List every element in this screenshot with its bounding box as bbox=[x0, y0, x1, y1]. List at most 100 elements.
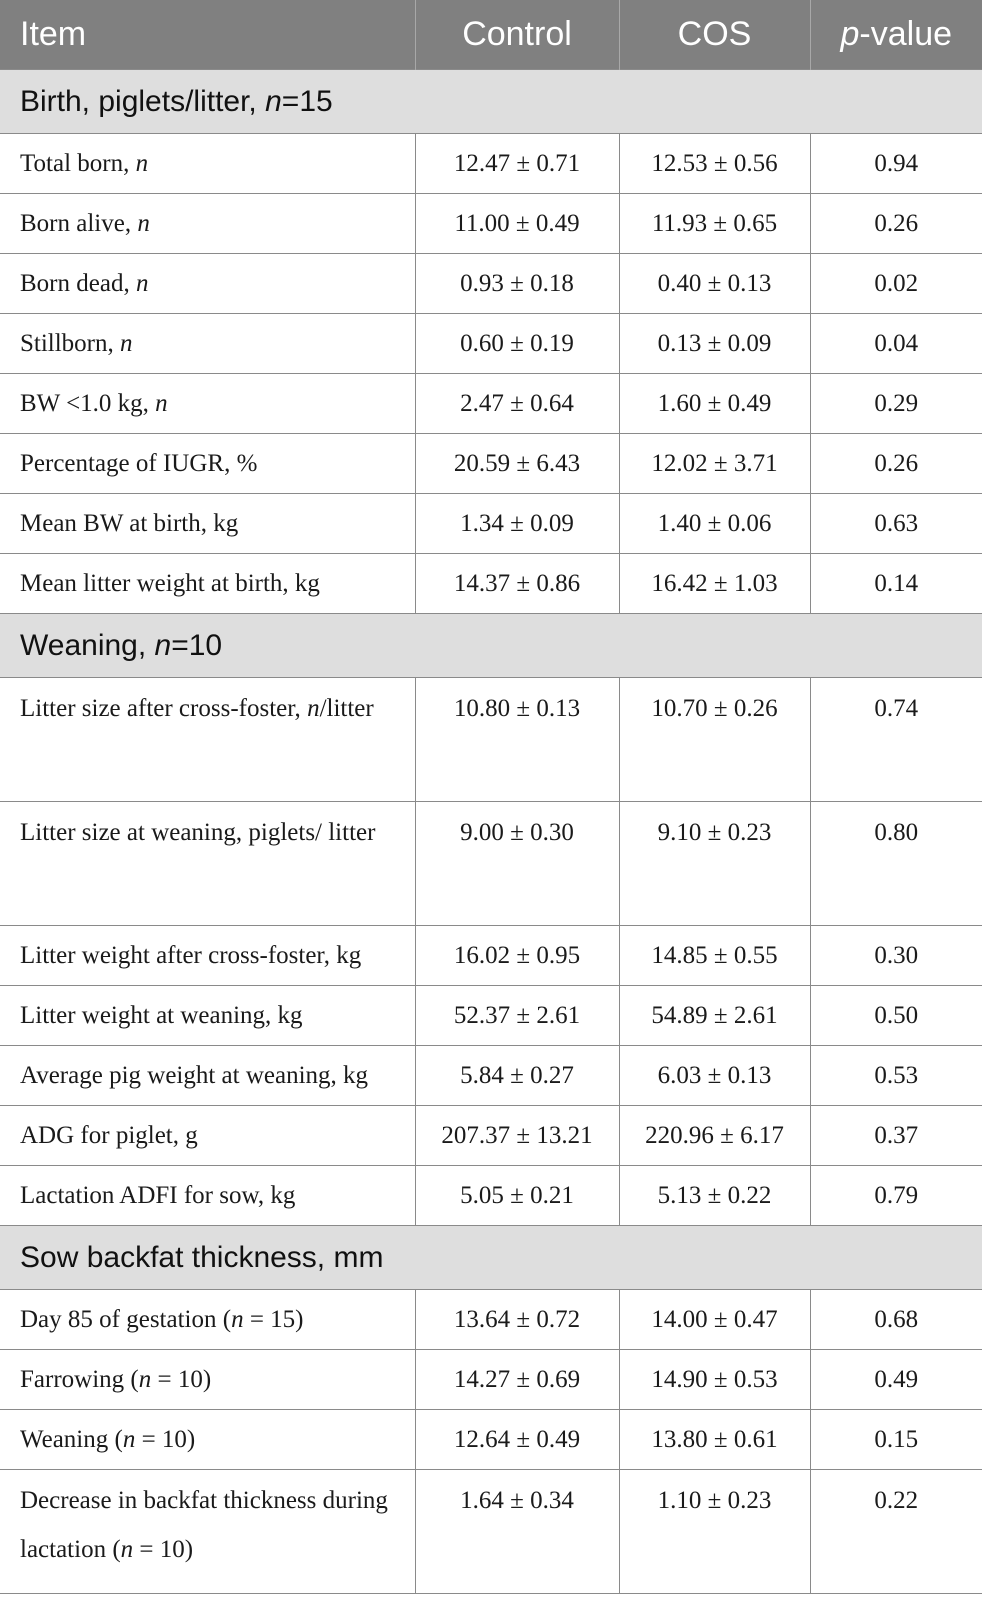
cos-value: 9.10 ± 0.23 bbox=[618, 801, 811, 926]
cos-value: 0.40 ± 0.13 bbox=[618, 253, 811, 314]
row-label-part: Farrowing ( bbox=[20, 1365, 139, 1393]
row-label: Mean BW at birth, kg bbox=[0, 493, 416, 554]
cos-value: 1.10 ± 0.23 bbox=[618, 1469, 811, 1594]
section-row: Sow backfat thickness, mm bbox=[0, 1225, 982, 1290]
cos-value: 12.02 ± 3.71 bbox=[618, 433, 811, 494]
control-value: 207.37 ± 13.21 bbox=[414, 1105, 620, 1166]
header-p-value: p-value bbox=[810, 0, 982, 70]
cos-value: 16.42 ± 1.03 bbox=[618, 553, 811, 614]
row-label: Mean litter weight at birth, kg bbox=[0, 553, 416, 614]
p-value: 0.26 bbox=[809, 433, 982, 494]
p-value: 0.26 bbox=[809, 193, 982, 254]
cos-value: 0.13 ± 0.09 bbox=[618, 313, 811, 374]
control-value: 14.37 ± 0.86 bbox=[414, 553, 620, 614]
row-label-part: n bbox=[231, 1305, 244, 1333]
table-body: Birth, piglets/litter, n=15 Total born, n… bbox=[0, 69, 982, 1594]
table-row: Farrowing (n = 10) 14.27 ± 0.69 14.90 ± 0.… bbox=[0, 1349, 982, 1410]
cos-value: 11.93 ± 0.65 bbox=[618, 193, 811, 254]
p-value: 0.30 bbox=[809, 925, 982, 986]
p-value: 0.02 bbox=[809, 253, 982, 314]
cos-value: 220.96 ± 6.17 bbox=[618, 1105, 811, 1166]
row-label-part: Litter size at weaning, piglets/ litter bbox=[20, 819, 376, 846]
row-label-part: Total born, bbox=[20, 149, 136, 177]
control-value: 14.27 ± 0.69 bbox=[414, 1349, 620, 1410]
row-label-part: n bbox=[120, 1536, 134, 1563]
table-row: Litter size after cross-foster, n/litter… bbox=[0, 677, 982, 802]
table-row: Lactation ADFI for sow, kg 5.05 ± 0.21 5.1… bbox=[0, 1165, 982, 1226]
control-value: 9.00 ± 0.30 bbox=[414, 801, 620, 926]
header-p-italic: p bbox=[840, 15, 860, 53]
row-label-part: n bbox=[120, 329, 133, 357]
header-row: Item Control COS p-value bbox=[0, 0, 982, 70]
cos-value: 12.53 ± 0.56 bbox=[618, 133, 811, 194]
control-value: 13.64 ± 0.72 bbox=[414, 1289, 620, 1350]
row-label-part: n bbox=[307, 695, 320, 722]
row-label-part: Average pig weight at weaning, kg bbox=[20, 1061, 369, 1089]
control-value: 10.80 ± 0.13 bbox=[414, 677, 620, 802]
cos-value: 5.13 ± 0.22 bbox=[618, 1165, 811, 1226]
row-label: Total born, n bbox=[0, 133, 416, 194]
control-value: 0.60 ± 0.19 bbox=[414, 313, 620, 374]
section-title-part: =15 bbox=[281, 84, 333, 118]
cos-value: 14.00 ± 0.47 bbox=[618, 1289, 811, 1350]
control-value: 12.47 ± 0.71 bbox=[414, 133, 620, 194]
row-label-part: /litter bbox=[319, 695, 374, 722]
table-row: Percentage of IUGR, % 20.59 ± 6.43 12.02 ±… bbox=[0, 433, 982, 494]
row-label: Litter size at weaning, piglets/ litter bbox=[0, 801, 416, 926]
control-value: 2.47 ± 0.64 bbox=[414, 373, 620, 434]
p-value: 0.37 bbox=[809, 1105, 982, 1166]
row-label-part: Lactation ADFI for sow, kg bbox=[20, 1181, 296, 1209]
cos-value: 13.80 ± 0.61 bbox=[618, 1409, 811, 1470]
p-value: 0.74 bbox=[809, 677, 982, 802]
table-row: Litter size at weaning, piglets/ litter 9… bbox=[0, 801, 982, 926]
cos-value: 54.89 ± 2.61 bbox=[618, 985, 811, 1046]
table-row: Born alive, n 11.00 ± 0.49 11.93 ± 0.65 0.2… bbox=[0, 193, 982, 254]
cos-value: 14.90 ± 0.53 bbox=[618, 1349, 811, 1410]
header-item: Item bbox=[0, 0, 416, 70]
p-value: 0.29 bbox=[809, 373, 982, 434]
row-label: BW <1.0 kg, n bbox=[0, 373, 416, 434]
cos-value: 6.03 ± 0.13 bbox=[618, 1045, 811, 1106]
cos-value: 10.70 ± 0.26 bbox=[618, 677, 811, 802]
header-control: Control bbox=[415, 0, 620, 70]
table-row: ADG for piglet, g 207.37 ± 13.21 220.96 ± … bbox=[0, 1105, 982, 1166]
header-p-suffix: -value bbox=[859, 15, 953, 53]
table-row: Stillborn, n 0.60 ± 0.19 0.13 ± 0.09 0.04 bbox=[0, 313, 982, 374]
row-label-part: n bbox=[138, 1365, 152, 1393]
control-value: 12.64 ± 0.49 bbox=[414, 1409, 620, 1470]
data-table: Item Control COS p-value Birth, piglets/… bbox=[0, 0, 982, 1594]
section-title-part: Weaning, bbox=[20, 628, 155, 662]
section-title-part: Birth, piglets/litter, bbox=[20, 84, 266, 118]
section-title-part: Sow backfat thickness, mm bbox=[20, 1240, 384, 1274]
row-label: Average pig weight at weaning, kg bbox=[0, 1045, 416, 1106]
p-value: 0.63 bbox=[809, 493, 982, 554]
row-label-part: Day 85 of gestation ( bbox=[20, 1305, 232, 1333]
section-title: Birth, piglets/litter, n=15 bbox=[0, 69, 982, 134]
row-label: Born dead, n bbox=[0, 253, 416, 314]
row-label-part: Mean litter weight at birth, kg bbox=[20, 569, 320, 597]
table-row: Born dead, n 0.93 ± 0.18 0.40 ± 0.13 0.02 bbox=[0, 253, 982, 314]
table-row: Litter weight at weaning, kg 52.37 ± 2.61… bbox=[0, 985, 982, 1046]
control-value: 5.84 ± 0.27 bbox=[414, 1045, 620, 1106]
table-row: Weaning (n = 10) 12.64 ± 0.49 13.80 ± 0.61… bbox=[0, 1409, 982, 1470]
row-label: Weaning (n = 10) bbox=[0, 1409, 416, 1470]
control-value: 1.64 ± 0.34 bbox=[414, 1469, 620, 1594]
row-label: Litter size after cross-foster, n/litter bbox=[0, 677, 416, 802]
control-value: 52.37 ± 2.61 bbox=[414, 985, 620, 1046]
row-label-part: = 15) bbox=[243, 1305, 304, 1333]
control-value: 16.02 ± 0.95 bbox=[414, 925, 620, 986]
row-label-part: Litter weight at weaning, kg bbox=[20, 1001, 303, 1029]
row-label-part: Mean BW at birth, kg bbox=[20, 509, 239, 537]
row-label-part: BW <1.0 kg, bbox=[20, 389, 156, 417]
p-value: 0.53 bbox=[809, 1045, 982, 1106]
row-label-part: ADG for piglet, g bbox=[20, 1121, 198, 1149]
row-label-part: Decrease in backfat thickness during lac… bbox=[20, 1487, 388, 1563]
row-label-part: = 10) bbox=[133, 1536, 194, 1563]
row-label-part: n bbox=[135, 149, 149, 177]
table-row: Average pig weight at weaning, kg 5.84 ± … bbox=[0, 1045, 982, 1106]
p-value: 0.15 bbox=[809, 1409, 982, 1470]
section-title-part: n bbox=[154, 628, 172, 662]
section-title: Sow backfat thickness, mm bbox=[0, 1225, 982, 1290]
row-label-part: = 10) bbox=[135, 1425, 196, 1453]
row-label-part: Litter size after cross-foster, bbox=[20, 695, 308, 722]
